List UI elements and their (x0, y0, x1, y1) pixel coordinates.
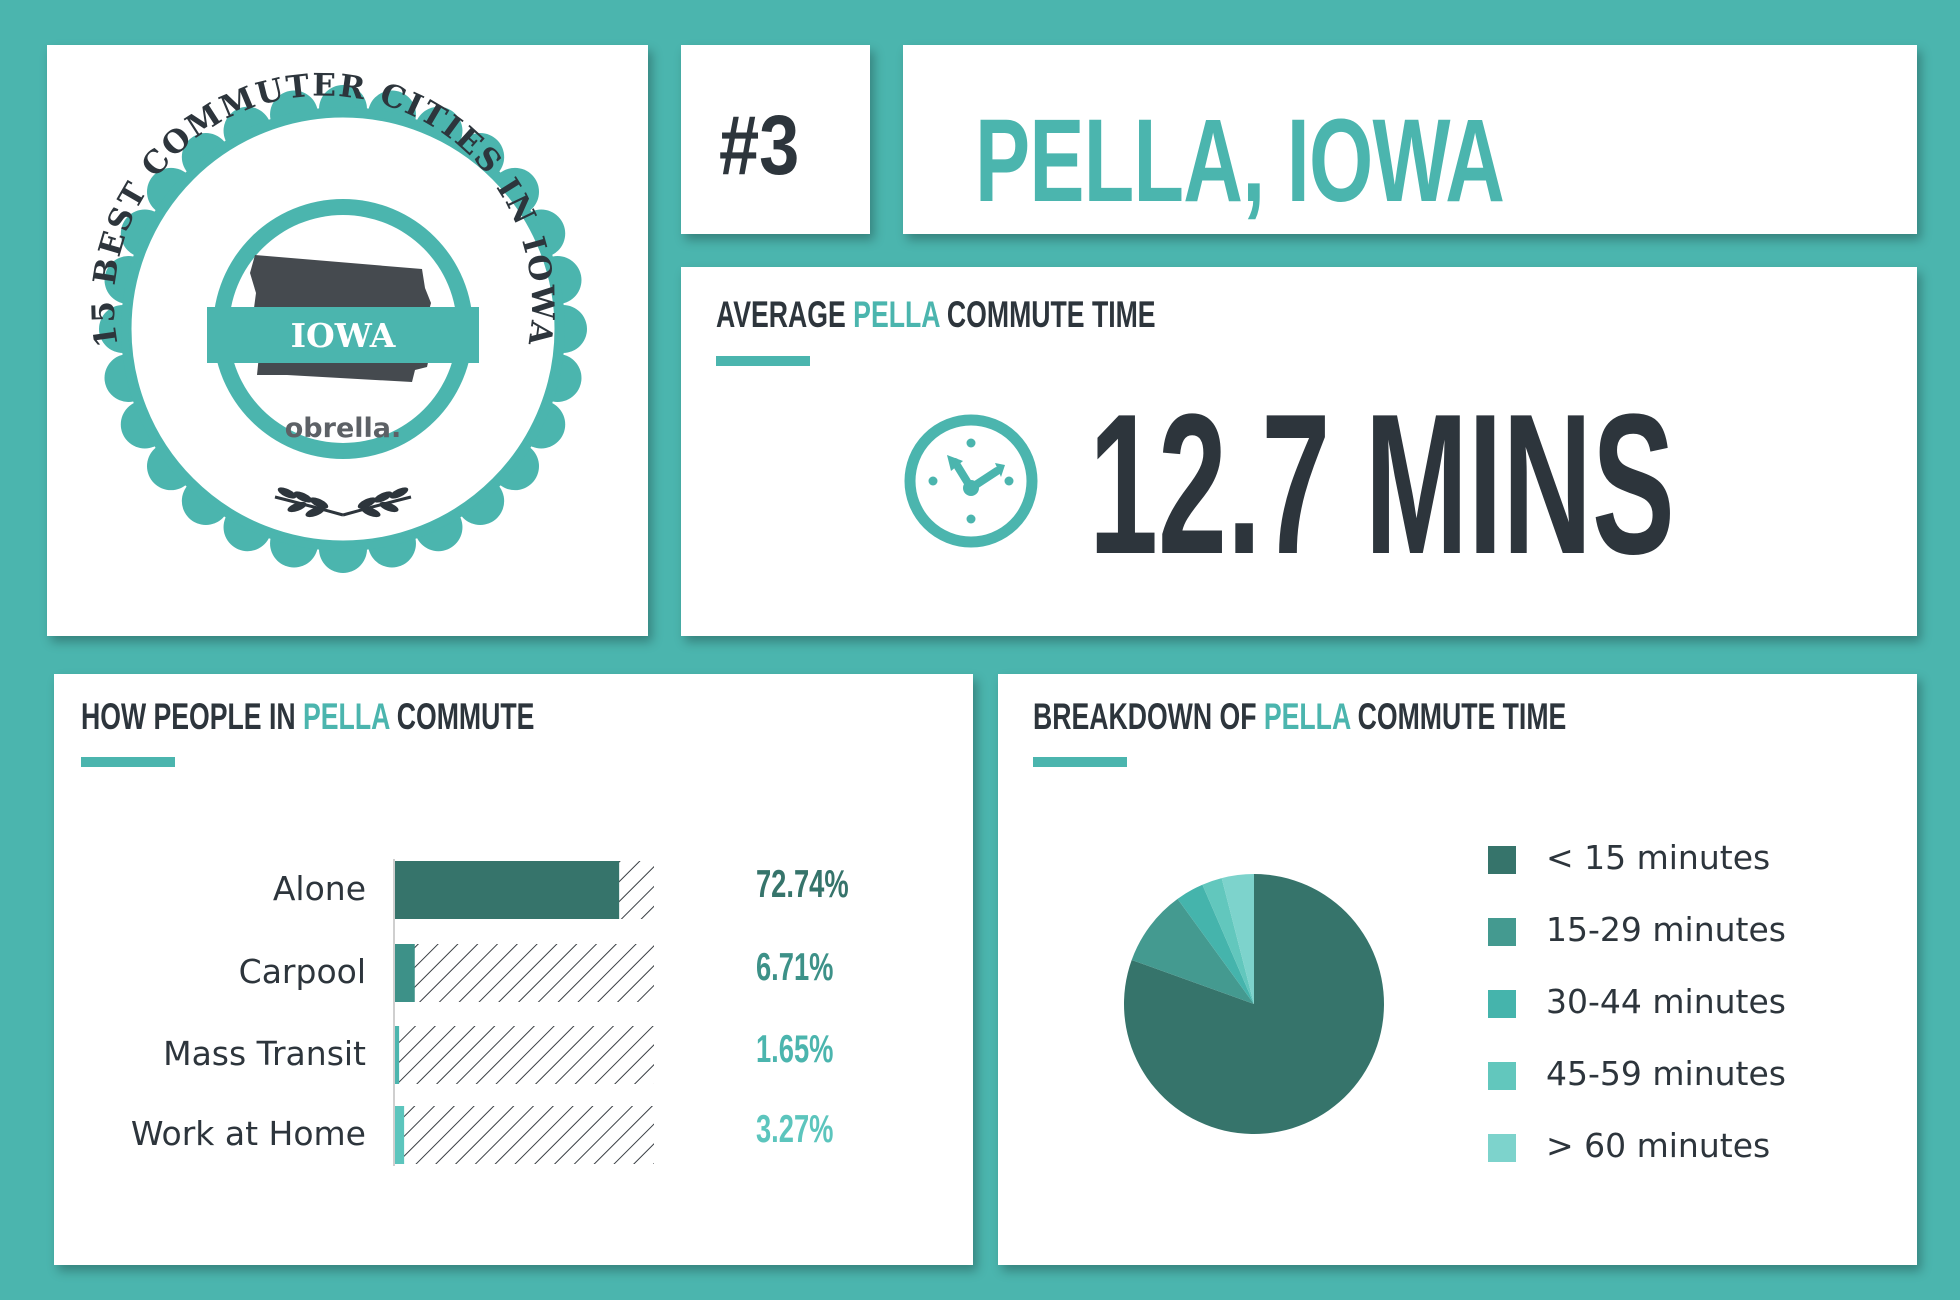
title-underline (81, 757, 175, 767)
commute-title-suffix: COMMUTE (389, 696, 535, 737)
bar-track (394, 944, 654, 1002)
badge-state-label: IOWA (291, 316, 396, 355)
average-title-city: PELLA (853, 294, 940, 335)
bar-value-label: 3.27% (756, 1108, 834, 1151)
legend-label: 15-29 minutes (1546, 910, 1786, 949)
city-name: PELLA, IOWA (975, 95, 1505, 227)
pie-slice (1221, 874, 1254, 1004)
rank-number: #3 (719, 98, 800, 192)
badge-seal: IOWA obrella. 15 BEST COMMUTER CITIES IN… (86, 68, 587, 573)
bar-fill (394, 944, 415, 1002)
title-underline (1033, 757, 1127, 767)
legend-label: < 15 minutes (1546, 838, 1771, 877)
bar-label: Work at Home (130, 1114, 366, 1153)
legend-swatch (1488, 1134, 1516, 1162)
breakdown-title-city: PELLA (1263, 696, 1351, 737)
bar-track (394, 1106, 654, 1164)
breakdown-card: BREAKDOWN OF PELLA COMMUTE TIME < 15 min… (998, 674, 1917, 1265)
bar-value-label: 6.71% (756, 946, 834, 989)
bar-label: Mass Transit (163, 1034, 366, 1073)
rank-card: #3 (681, 45, 870, 234)
laurel-icon (274, 487, 412, 518)
bar-value-label: 72.74% (756, 863, 849, 906)
city-card: PELLA, IOWA (903, 45, 1917, 234)
average-commute-card: AVERAGE PELLA COMMUTE TIME 12.7 MINS (681, 267, 1917, 636)
commute-title-prefix: HOW PEOPLE IN (81, 696, 304, 737)
legend-swatch (1488, 1062, 1516, 1090)
legend-label: 45-59 minutes (1546, 1054, 1786, 1093)
legend-swatch (1488, 990, 1516, 1018)
bar-fill (394, 861, 620, 919)
average-title: AVERAGE PELLA COMMUTE TIME (716, 294, 1156, 336)
legend-label: 30-44 minutes (1546, 982, 1786, 1021)
legend-swatch (1488, 846, 1516, 874)
legend-swatch (1488, 918, 1516, 946)
average-title-prefix: AVERAGE (716, 294, 854, 335)
bar-label: Carpool (238, 952, 366, 991)
bar-track (394, 1026, 654, 1084)
pie-slice (1177, 884, 1254, 1004)
legend-label: > 60 minutes (1546, 1126, 1771, 1165)
commute-title-city: PELLA (303, 696, 390, 737)
bar-fill (394, 1026, 400, 1084)
breakdown-title-prefix: BREAKDOWN OF (1033, 696, 1264, 737)
brand-logo: obrella. (285, 413, 402, 444)
breakdown-pie-chart (1124, 874, 1384, 1134)
bar-value-label: 1.65% (756, 1028, 834, 1071)
average-commute-value: 12.7 MINS (1089, 373, 1675, 596)
bar-label: Alone (272, 869, 366, 908)
pie-slice (1202, 878, 1254, 1004)
breakdown-title: BREAKDOWN OF PELLA COMMUTE TIME (1033, 696, 1566, 738)
commute-title: HOW PEOPLE IN PELLA COMMUTE (81, 696, 534, 738)
bar-fill (394, 1106, 405, 1164)
title-underline (716, 356, 810, 366)
breakdown-title-suffix: COMMUTE TIME (1350, 696, 1567, 737)
clock-icon (904, 414, 1038, 548)
commute-mode-card: HOW PEOPLE IN PELLA COMMUTE Alone Carpool… (54, 674, 973, 1265)
pie-slice (1131, 898, 1254, 1004)
commute-bar-chart (393, 859, 654, 1166)
badge-card: IOWA obrella. 15 BEST COMMUTER CITIES IN… (47, 45, 648, 636)
average-title-suffix: COMMUTE TIME (939, 294, 1156, 335)
